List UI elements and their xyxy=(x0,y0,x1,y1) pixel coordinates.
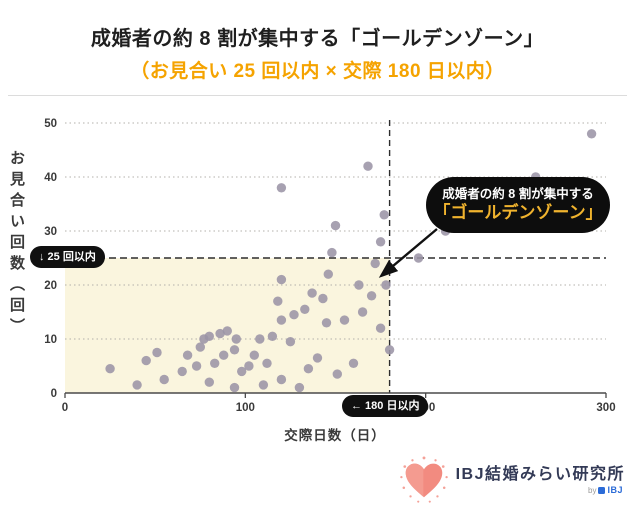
page-title: 成婚者の約 8 割が集中する「ゴールデンゾーン」 xyxy=(90,28,545,50)
y-tick-label: 10 xyxy=(44,334,57,346)
data-point xyxy=(348,358,359,368)
x-axis-title: 交際日数（日） xyxy=(284,428,386,443)
threshold-badge-25-meetings: ↓ 25 回以内 xyxy=(30,246,105,268)
data-point xyxy=(215,328,225,339)
byline-prefix: by xyxy=(588,485,597,495)
x-tick-label: 300 xyxy=(596,402,615,414)
data-point xyxy=(276,374,287,385)
data-point xyxy=(413,253,424,263)
data-point xyxy=(237,366,247,377)
data-point xyxy=(262,358,272,368)
data-point xyxy=(285,337,296,347)
y-tick-label: 20 xyxy=(44,280,57,292)
data-point xyxy=(132,380,142,390)
header-divider xyxy=(8,95,627,96)
byline: by IBJ xyxy=(588,485,623,495)
threshold-badge-180-days: ← 180 日以内 xyxy=(342,395,429,417)
y-tick-label: 30 xyxy=(44,226,57,238)
data-point xyxy=(363,161,373,171)
brand-name: IBJ結婚みらい研究所 xyxy=(455,465,625,483)
data-point xyxy=(141,355,151,366)
data-point xyxy=(375,323,386,333)
data-point xyxy=(231,334,241,344)
data-point xyxy=(357,307,368,317)
data-point xyxy=(229,345,240,355)
y-tick-label: 40 xyxy=(44,172,57,184)
data-point xyxy=(384,345,395,355)
data-point xyxy=(327,247,337,258)
data-point xyxy=(159,374,169,385)
data-point xyxy=(195,342,205,352)
data-point xyxy=(370,258,380,269)
byline-brand: IBJ xyxy=(607,485,623,496)
data-point xyxy=(312,353,323,363)
data-point xyxy=(276,183,287,193)
data-point xyxy=(323,269,333,279)
data-point xyxy=(366,291,377,301)
data-point xyxy=(191,361,202,371)
x-tick-label: 0 xyxy=(62,402,68,414)
data-point xyxy=(321,318,332,328)
data-point xyxy=(332,369,342,379)
data-point xyxy=(222,326,232,336)
data-point xyxy=(244,361,254,371)
y-axis-title: お見合い回数（回） xyxy=(8,150,25,339)
callout-line2: 「ゴールデンゾーン」 xyxy=(433,202,603,222)
callout-line1: 成婚者の約 8 割が集中する xyxy=(442,186,594,201)
chart-subtitle: （お見合い 25 回以内 × 交際 180 日以内） xyxy=(130,61,505,82)
data-point xyxy=(204,331,214,341)
data-point xyxy=(182,350,193,360)
data-point xyxy=(354,280,364,290)
data-point xyxy=(276,274,287,285)
data-point xyxy=(177,366,187,377)
data-point xyxy=(303,364,314,374)
data-point xyxy=(381,280,391,290)
data-point xyxy=(229,382,240,393)
heart-logo-icon xyxy=(399,456,448,503)
data-point xyxy=(318,293,328,304)
data-point xyxy=(289,310,299,320)
data-point xyxy=(294,382,305,393)
golden-zone-callout: 成婚者の約 8 割が集中する 「ゴールデンゾーン」 xyxy=(426,177,610,233)
data-point xyxy=(267,331,278,341)
data-point xyxy=(330,220,341,231)
data-point xyxy=(105,364,115,374)
data-point xyxy=(307,288,317,298)
data-point xyxy=(586,129,597,139)
data-point xyxy=(375,237,386,247)
data-point xyxy=(379,210,389,220)
ibj-mark-icon xyxy=(598,486,606,494)
x-tick-label: 100 xyxy=(236,402,255,414)
data-point xyxy=(276,315,287,325)
data-point xyxy=(300,304,310,314)
data-point xyxy=(255,334,265,344)
data-point xyxy=(249,350,259,360)
data-point xyxy=(204,377,214,387)
data-point xyxy=(210,358,220,368)
y-tick-label: 0 xyxy=(51,388,57,400)
data-point xyxy=(273,296,283,306)
data-point xyxy=(152,347,162,358)
data-point xyxy=(219,350,229,360)
data-point xyxy=(258,380,269,390)
callout-arrow xyxy=(378,228,438,278)
data-point xyxy=(339,315,350,325)
ibj-logo: IBJ結婚みらい研究所 by IBJ xyxy=(398,455,625,505)
y-tick-label: 50 xyxy=(44,118,57,130)
